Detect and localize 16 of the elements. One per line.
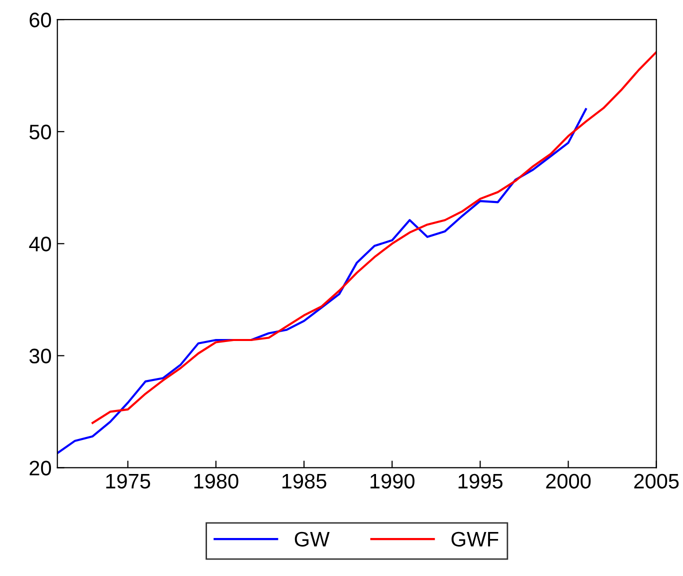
x-tick-label: 2005 bbox=[634, 474, 679, 489]
y-tick-label: 60 bbox=[30, 12, 52, 28]
legend-label: GWF bbox=[452, 532, 498, 547]
line-series bbox=[92, 51, 656, 424]
y-tick-label: 30 bbox=[29, 348, 52, 364]
x-tick-label: 2000 bbox=[546, 474, 591, 489]
x-tick-label: 1990 bbox=[370, 474, 414, 489]
y-tick-label: 20 bbox=[30, 460, 52, 476]
y-tick-label: 40 bbox=[29, 236, 52, 252]
legend-label: GW bbox=[294, 532, 330, 547]
x-tick-label: 1980 bbox=[194, 474, 238, 489]
x-tick-label: 1985 bbox=[282, 474, 326, 489]
x-tick-label: 1975 bbox=[106, 474, 150, 489]
x-tick-label: 1995 bbox=[458, 474, 502, 489]
y-tick-label: 50 bbox=[29, 124, 52, 140]
line-series bbox=[57, 108, 587, 454]
